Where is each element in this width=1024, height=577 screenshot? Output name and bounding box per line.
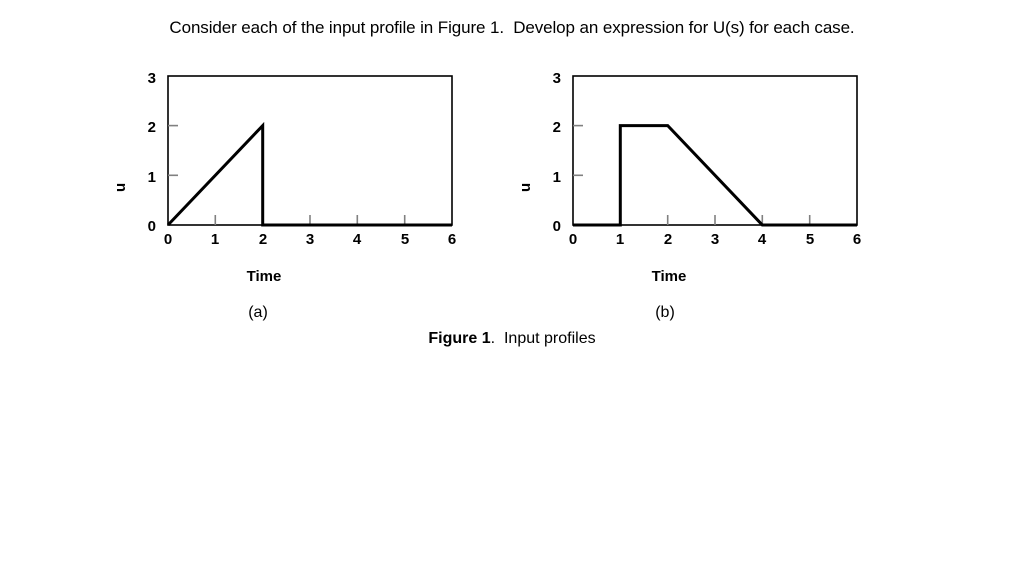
chart-panel-b: u 3 2 1 0 0 1 2 3 4 5 6 Time (b) <box>495 60 915 330</box>
x-tick-label-b-2: 2 <box>663 231 673 248</box>
x-axis-title-a: Time <box>246 268 282 285</box>
x-tick-label-a-6: 6 <box>447 231 457 248</box>
x-tick-label-a-0: 0 <box>163 231 173 248</box>
figure-1: u 3 2 1 0 0 1 2 3 4 5 6 Time (a) <box>0 60 1024 360</box>
y-tick-label-a-1: 1 <box>147 169 156 186</box>
figure-caption-separator: . <box>490 330 504 347</box>
data-series-a <box>166 121 452 227</box>
question-prompt: Consider each of the input profile in Fi… <box>169 18 855 37</box>
y-tick-label-b-0: 0 <box>552 218 561 235</box>
figure-caption: Figure 1. Input profiles <box>0 330 1024 348</box>
y-tick-label-a-0: 0 <box>147 218 156 235</box>
x-tick-label-b-6: 6 <box>852 231 862 248</box>
data-series-b <box>573 124 857 227</box>
y-tick-label-b-3: 3 <box>552 70 561 87</box>
x-axis-title-b: Time <box>651 268 687 285</box>
panel-caption-a: (a) <box>248 304 268 321</box>
y-tick-label-b-1: 1 <box>552 169 561 186</box>
plot-frame-b <box>572 75 858 226</box>
plot-area-b <box>572 75 858 227</box>
x-tick-label-b-0: 0 <box>568 231 578 248</box>
figure-caption-text: Input profiles <box>503 330 596 347</box>
x-tick-label-b-3: 3 <box>710 231 720 248</box>
plot-area-a <box>166 75 453 227</box>
plot-frame-a <box>167 75 453 226</box>
x-tick-label-a-5: 5 <box>400 231 410 248</box>
x-tick-label-b-5: 5 <box>805 231 815 248</box>
x-tick-label-a-2: 2 <box>258 231 268 248</box>
x-tick-label-a-3: 3 <box>305 231 315 248</box>
x-tick-label-a-4: 4 <box>352 231 362 248</box>
panel-caption-b: (b) <box>655 304 675 321</box>
figure-caption-label: Figure 1 <box>428 330 491 347</box>
y-tick-label-a-3: 3 <box>147 70 156 87</box>
x-tick-label-b-1: 1 <box>615 231 625 248</box>
y-tick-label-b-2: 2 <box>552 119 561 136</box>
x-tick-label-b-4: 4 <box>757 231 767 248</box>
y-tick-label-a-2: 2 <box>147 119 156 136</box>
x-tick-label-a-1: 1 <box>210 231 220 248</box>
chart-panel-a: u 3 2 1 0 0 1 2 3 4 5 6 Time (a) <box>90 60 510 330</box>
